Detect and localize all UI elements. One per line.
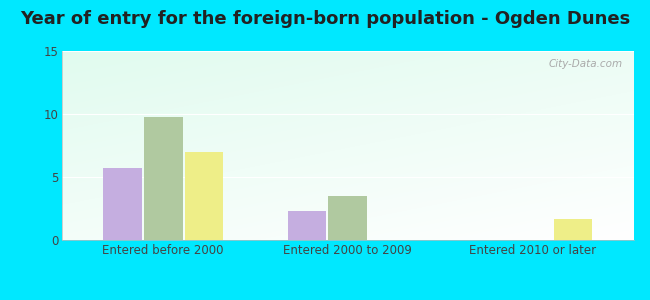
Text: City-Data.com: City-Data.com <box>548 58 622 69</box>
Bar <box>288 211 326 240</box>
Text: Year of entry for the foreign-born population - Ogden Dunes: Year of entry for the foreign-born popul… <box>20 11 630 28</box>
Bar <box>144 116 183 240</box>
Bar <box>554 219 592 240</box>
Bar <box>185 152 223 240</box>
Bar <box>103 168 142 240</box>
Bar <box>328 196 367 240</box>
